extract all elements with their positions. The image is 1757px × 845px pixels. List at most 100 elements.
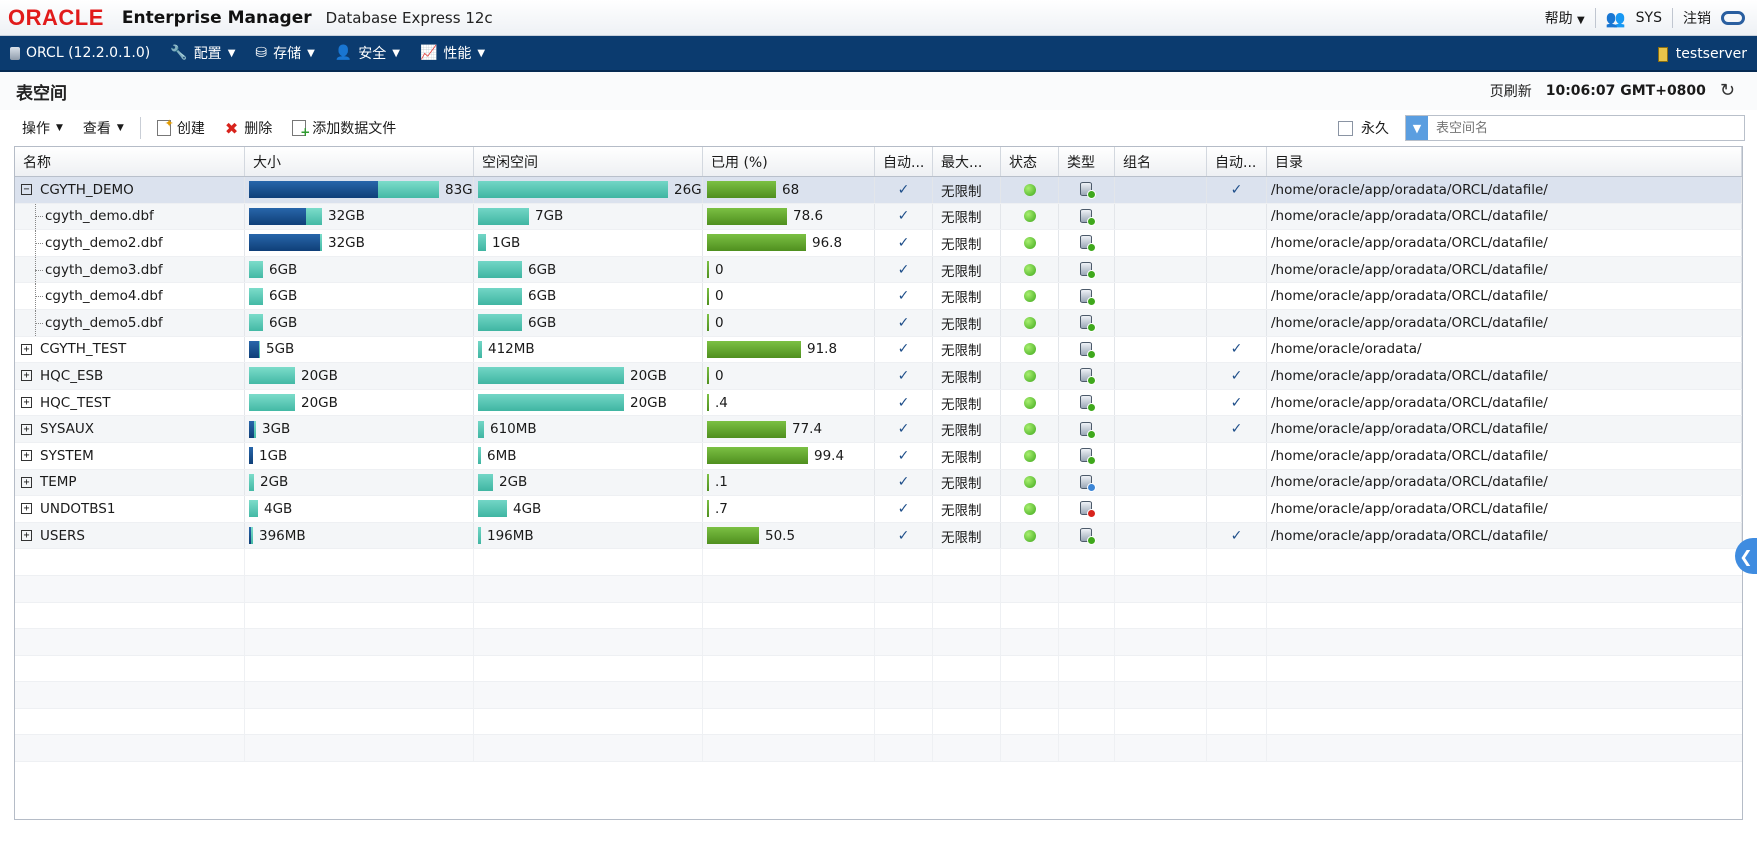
column-header[interactable]: 空闲空间: [474, 147, 703, 176]
table-row[interactable]: + USERS 396MB 196MB 50.5 ✓ 无限制 ✓ /home/oracle/ap…: [15, 522, 1742, 550]
status-online-icon: [1023, 529, 1036, 542]
add-datafile-button[interactable]: + 添加数据文件: [282, 114, 406, 142]
help-menu[interactable]: 帮助 ▼: [1544, 11, 1585, 27]
used-bar: [707, 181, 776, 199]
directory-value: /home/oracle/app/oradata/ORCL/datafile/: [1271, 234, 1548, 251]
column-header[interactable]: 目录: [1267, 147, 1742, 176]
autoextend-cell: ✓: [875, 203, 933, 230]
empty-row: [15, 655, 1742, 683]
checkmark-icon: ✓: [897, 288, 910, 305]
nav-config[interactable]: 🔧 配置 ▼: [170, 45, 236, 62]
table-row[interactable]: cgyth_demo2.dbf 32GB 1GB 96.8 ✓ 无限制/home/orac…: [15, 230, 1742, 257]
nav-performance[interactable]: 📈 性能 ▼: [419, 45, 486, 62]
table-row[interactable]: + TEMP 2GB 2GB .1 ✓ 无限制/home/oracle/app/oradat…: [15, 469, 1742, 497]
name-cell: + USERS: [15, 522, 245, 549]
column-header[interactable]: 状态: [1001, 147, 1059, 176]
checkmark-icon: ✓: [1230, 367, 1243, 384]
search-dropdown-icon[interactable]: ▼: [1406, 116, 1428, 140]
host-info[interactable]: testserver: [1657, 36, 1747, 72]
table-row[interactable]: cgyth_demo5.dbf 6GB 6GB 0 ✓ 无限制/home/oracle/a…: [15, 309, 1742, 337]
used-value: .1: [715, 474, 728, 491]
logout-link[interactable]: 注销: [1683, 11, 1711, 27]
table-row[interactable]: + HQC_TEST 20GB 20GB .4 ✓ 无限制 ✓ /home/oracle/app…: [15, 389, 1742, 417]
instance-label: ORCL (12.2.0.1.0): [26, 45, 151, 61]
column-header[interactable]: 最大...: [933, 147, 1001, 176]
checkmark-icon: ✓: [897, 447, 910, 464]
app-header: ORACLE Enterprise Manager Database Expre…: [0, 0, 1757, 36]
used-value: 77.4: [792, 421, 823, 438]
size-bar: [249, 367, 295, 385]
free-value: 6MB: [487, 447, 517, 464]
max-size-value: 无限制: [941, 290, 982, 307]
status-online-icon: [1023, 316, 1036, 329]
table-row[interactable]: cgyth_demo3.dbf 6GB 6GB 0 ✓ 无限制/home/oracle/a…: [15, 256, 1742, 284]
size-free-segment: [249, 394, 295, 412]
view-menu[interactable]: 查看 ▼: [82, 121, 124, 137]
expand-icon[interactable]: +: [21, 503, 32, 515]
nav-storage[interactable]: ⛁ 存储 ▼: [255, 45, 315, 62]
column-header[interactable]: 组名: [1115, 147, 1207, 176]
user-name[interactable]: SYS: [1635, 10, 1662, 26]
table-row[interactable]: + UNDOTBS1 4GB 4GB .7 ✓ 无限制/home/oracle/app/or…: [15, 496, 1742, 523]
collapse-panel-icon[interactable]: ❮: [1735, 538, 1757, 574]
table-row[interactable]: + SYSTEM 1GB 6MB 99.4 ✓ 无限制/home/oracle/app/or…: [15, 442, 1742, 470]
table-row[interactable]: cgyth_demo4.dbf 6GB 6GB 0 ✓ 无限制/home/oracle/a…: [15, 283, 1742, 310]
column-header[interactable]: 自动...: [875, 147, 933, 176]
storage-icon: ⛁: [255, 45, 268, 61]
expand-icon[interactable]: +: [21, 397, 32, 409]
size-value: 1GB: [259, 447, 288, 464]
table-row[interactable]: + CGYTH_TEST 5GB 412MB 91.8 ✓ 无限制 ✓ /home/oracle…: [15, 336, 1742, 364]
expand-icon[interactable]: +: [21, 370, 32, 382]
refresh-icon[interactable]: ↻: [1719, 80, 1735, 101]
free-value: 26GB: [674, 181, 702, 198]
free-cell: 4GB: [474, 496, 703, 522]
size-used-segment: [249, 420, 254, 438]
tablespace-table: 名称 大小 空闲空间 已用 (%) 自动... 最大... 状态 类型 组名 自动... 目录 − C…: [14, 146, 1743, 820]
column-header[interactable]: 已用 (%): [703, 147, 875, 176]
refresh-time: 10:06:07 GMT+0800: [1545, 82, 1706, 99]
permanent-checkbox[interactable]: [1338, 120, 1353, 136]
column-header[interactable]: 大小: [245, 147, 474, 176]
table-row[interactable]: cgyth_demo.dbf 32GB 7GB 78.6 ✓ 无限制/home/oracl…: [15, 203, 1742, 231]
name-cell: cgyth_demo3.dbf: [15, 256, 245, 283]
expand-icon[interactable]: +: [21, 450, 32, 462]
status-cell: [1001, 442, 1059, 469]
type-cell: [1059, 496, 1115, 522]
empty-row: [15, 708, 1742, 736]
column-header[interactable]: 名称: [15, 147, 245, 176]
actions-menu[interactable]: 操作 ▼: [22, 121, 63, 137]
free-cell: 20GB: [474, 389, 703, 416]
autoextend-cell: ✓: [875, 416, 933, 442]
expand-icon[interactable]: +: [21, 343, 32, 355]
expand-icon[interactable]: +: [21, 530, 32, 542]
size-value: 20GB: [301, 394, 338, 411]
table-row[interactable]: + HQC_ESB 20GB 20GB 0 ✓ 无限制 ✓ /home/oracle/app/o…: [15, 363, 1742, 390]
empty-row: [15, 629, 1742, 656]
free-bar: [478, 261, 522, 279]
column-header[interactable]: 类型: [1059, 147, 1115, 176]
delete-button[interactable]: ✖ 删除: [224, 118, 273, 138]
instance-menu[interactable]: ORCL (12.2.0.1.0): [0, 36, 160, 70]
expand-icon[interactable]: +: [21, 476, 32, 488]
search-box[interactable]: ▼: [1405, 115, 1745, 141]
used-bar: [707, 234, 806, 252]
performance-icon: 📈: [419, 45, 438, 61]
tablespace-name: CGYTH_TEST: [40, 341, 127, 358]
directory-cell: /home/oracle/app/oradata/ORCL/datafile/: [1267, 522, 1742, 549]
create-button[interactable]: ✦ 创建: [147, 114, 215, 142]
column-header[interactable]: 自动...: [1207, 147, 1267, 176]
expand-icon[interactable]: +: [21, 423, 32, 435]
used-cell: 68: [703, 177, 875, 203]
name-cell: − CGYTH_DEMO: [15, 177, 245, 203]
search-input[interactable]: [1428, 117, 1744, 139]
tablespace-name: cgyth_demo.dbf: [45, 208, 154, 225]
table-row[interactable]: + SYSAUX 3GB 610MB 77.4 ✓ 无限制 ✓ /home/oracle/app…: [15, 416, 1742, 443]
used-value: 0: [715, 261, 724, 278]
table-row[interactable]: −CGYTH_DEMO 83GB 26GB 68 ✓ 无限制 ✓ /home/oracle/a…: [15, 177, 1742, 204]
used-value: .4: [715, 394, 728, 411]
nav-security[interactable]: 👤 安全 ▼: [334, 45, 400, 62]
size-free-segment: [249, 473, 254, 491]
collapse-icon[interactable]: −: [21, 184, 32, 196]
max-size-cell: 无限制: [933, 522, 1001, 549]
used-bar: [707, 527, 759, 545]
